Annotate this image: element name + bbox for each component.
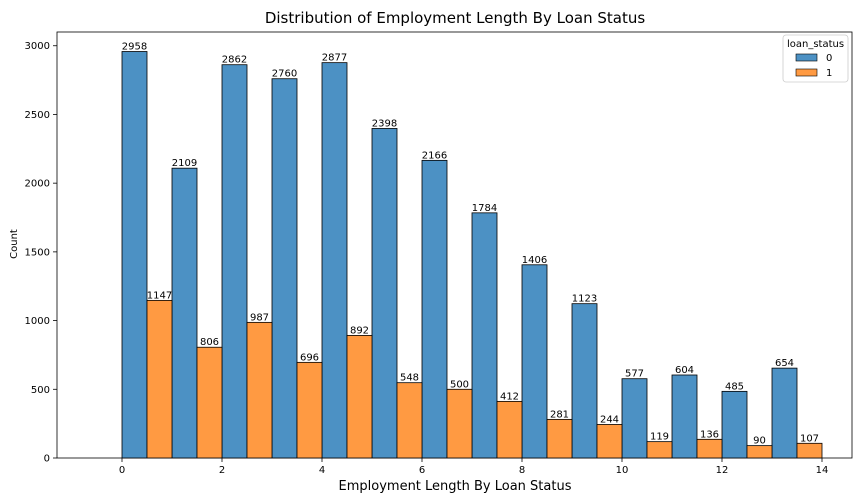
bar — [246, 321, 273, 459]
bar — [121, 51, 148, 459]
y-tick-label: 3000 — [25, 41, 50, 52]
bar-data-label: 604 — [675, 365, 694, 376]
bar-data-label: 119 — [650, 432, 669, 443]
bar-data-label: 2398 — [372, 118, 397, 129]
legend-title: loan_status — [787, 39, 844, 50]
y-axis-label: Count — [9, 229, 20, 259]
bar — [321, 62, 348, 459]
bar — [371, 128, 398, 459]
bar — [446, 388, 473, 459]
bar-data-label: 412 — [500, 391, 519, 402]
bar — [671, 374, 698, 459]
bar-data-label: 1147 — [147, 290, 172, 301]
bar-data-label: 892 — [350, 325, 369, 336]
bar — [421, 159, 448, 459]
bar — [196, 346, 223, 459]
bar-data-label: 806 — [200, 337, 219, 348]
legend-label-0: 0 — [826, 53, 832, 64]
bar — [696, 438, 723, 459]
bar-data-label: 2760 — [272, 69, 297, 80]
bar — [796, 442, 823, 459]
y-tick-label: 2500 — [25, 110, 50, 121]
bar — [571, 303, 598, 459]
bar-data-label: 90 — [753, 436, 766, 447]
y-tick-label: 1500 — [25, 247, 50, 258]
bar-data-label: 107 — [800, 433, 819, 444]
bar — [271, 78, 298, 459]
bar-data-label: 2877 — [322, 53, 347, 64]
bar — [746, 445, 773, 459]
bar-data-label: 2958 — [122, 42, 147, 53]
bar-data-label: 2166 — [422, 150, 447, 161]
x-tick-label: 8 — [519, 465, 525, 476]
series-1: 1147 806 987 696 892 548 500 412 281 244 119 136 90 1… — [146, 290, 823, 459]
legend: loan_status 0 1 — [782, 34, 849, 83]
bar-data-label: 1784 — [472, 203, 497, 214]
bar — [596, 424, 623, 459]
bar-data-label: 987 — [250, 312, 269, 323]
bar-data-label: 500 — [450, 379, 469, 390]
bar — [171, 167, 198, 459]
bar — [146, 299, 173, 459]
x-axis-label: Employment Length By Loan Status — [339, 479, 572, 494]
series-0: 2958 2109 2862 2760 2877 2398 2166 1784 1406 1123… — [121, 42, 798, 459]
bar-data-label: 244 — [600, 414, 619, 425]
legend-swatch-0 — [795, 53, 818, 62]
x-tick-label: 12 — [716, 465, 729, 476]
x-tick-label: 4 — [319, 465, 325, 476]
x-tick-label: 0 — [119, 465, 125, 476]
bar — [496, 400, 523, 459]
bar-data-label: 2862 — [222, 55, 247, 66]
y-tick-label: 1000 — [25, 316, 50, 327]
bar-data-label: 548 — [400, 373, 419, 384]
bar — [721, 390, 748, 459]
bar-data-label: 485 — [725, 381, 744, 392]
bar-data-label: 281 — [550, 409, 569, 420]
bar — [346, 335, 373, 459]
x-tick-label: 2 — [219, 465, 225, 476]
bar — [396, 382, 423, 459]
bar-data-label: 1123 — [572, 294, 597, 305]
x-tick-label: 14 — [816, 465, 829, 476]
bar-data-label: 577 — [625, 369, 644, 380]
bar — [471, 212, 498, 459]
bar-data-label: 654 — [775, 358, 794, 369]
bar — [621, 378, 648, 459]
legend-label-1: 1 — [826, 68, 832, 79]
y-tick-label: 2000 — [25, 179, 50, 190]
y-tick-label: 500 — [31, 385, 50, 396]
y-tick-label: 0 — [44, 454, 50, 465]
bar-data-label: 696 — [300, 352, 319, 363]
legend-swatch-1 — [795, 68, 818, 77]
bar — [221, 64, 248, 459]
bar — [771, 367, 798, 459]
bar — [296, 361, 323, 459]
bar-data-label: 2109 — [172, 158, 197, 169]
bar — [546, 418, 573, 459]
bar-data-label: 136 — [700, 429, 719, 440]
bar — [646, 441, 673, 459]
x-tick-label: 10 — [616, 465, 629, 476]
bar — [521, 264, 548, 459]
bar-data-label: 1406 — [522, 255, 547, 266]
x-tick-label: 6 — [419, 465, 425, 476]
chart-title: Distribution of Employment Length By Loa… — [265, 9, 645, 27]
